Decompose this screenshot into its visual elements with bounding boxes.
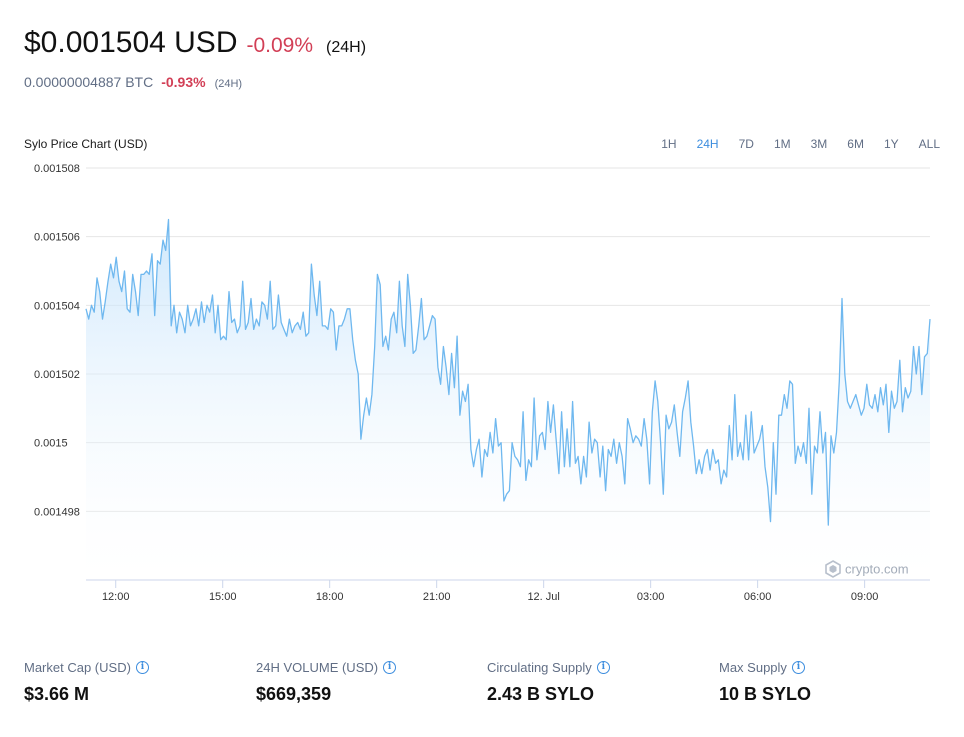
- price-area-fill: [86, 219, 930, 580]
- stat-label: Market Cap (USD): [24, 660, 131, 675]
- price-period: (24H): [326, 39, 367, 56]
- x-tick-label: 03:00: [637, 591, 665, 603]
- price-chart[interactable]: 0.001498 0.0015 0.001502 0.001504 0.001506 0.…: [0, 160, 964, 610]
- x-tick-label: 21:00: [423, 591, 451, 603]
- stat-value: $669,359: [256, 684, 332, 704]
- x-tick-label: 09:00: [851, 591, 879, 603]
- stat-label: Max Supply: [719, 660, 787, 675]
- y-tick-label: 0.001506: [34, 232, 80, 244]
- y-tick-label: 0.001498: [34, 506, 80, 518]
- chart-title: Sylo Price Chart (USD): [24, 137, 148, 151]
- price-btc: 0.00000004887 BTC: [24, 74, 154, 90]
- stat-value: 2.43 B SYLO: [487, 684, 595, 704]
- x-tick-label: 15:00: [209, 591, 237, 603]
- price-series-line: [85, 218, 931, 526]
- range-tab-24h[interactable]: 24H: [696, 137, 719, 151]
- range-tab-7d[interactable]: 7D: [738, 137, 754, 151]
- y-tick-label: 0.001504: [34, 300, 80, 312]
- range-tab-1m[interactable]: 1M: [773, 137, 791, 151]
- price-usd: $0.001504 USD: [24, 26, 238, 59]
- stat-24h-volume: 24H VOLUME (USD) i $669,359: [256, 660, 397, 705]
- stat-max-supply: Max Supply i 10 B SYLO: [719, 660, 811, 705]
- y-tick-label: 0.0015: [34, 438, 68, 450]
- info-circle-icon[interactable]: i: [596, 661, 610, 674]
- stat-label: Circulating Supply: [487, 660, 592, 675]
- btc-change-24h: -0.93%: [161, 74, 206, 90]
- info-circle-icon[interactable]: i: [135, 661, 149, 674]
- x-tick-label: 06:00: [744, 591, 772, 603]
- info-circle-icon[interactable]: i: [383, 661, 397, 674]
- x-tick-label: 12:00: [102, 591, 130, 603]
- stat-label: 24H VOLUME (USD): [256, 660, 379, 675]
- y-tick-label: 0.001502: [34, 369, 80, 381]
- range-tab-6m[interactable]: 6M: [847, 137, 864, 151]
- watermark-text: crypto.com: [845, 562, 909, 577]
- range-tab-1h[interactable]: 1H: [661, 137, 677, 151]
- info-circle-icon[interactable]: i: [791, 661, 805, 674]
- crypto-com-logo-icon: [825, 560, 841, 578]
- range-tab-all[interactable]: ALL: [918, 137, 940, 151]
- btc-row: 0.00000004887 BTC -0.93% (24H): [24, 74, 242, 90]
- x-tick-label: 12. Jul: [527, 591, 559, 603]
- y-axis-ticks: 0.001498 0.0015 0.001502 0.001504 0.001506 0.…: [34, 163, 80, 518]
- watermark: crypto.com: [825, 560, 909, 578]
- stat-value: 10 B SYLO: [719, 684, 812, 704]
- stat-value: $3.66 M: [24, 684, 90, 704]
- x-tick-label: 18:00: [316, 591, 344, 603]
- x-axis-ticks: 12:00 15:00 18:00 21:00 12. Jul 03:00 06:00 09:…: [102, 580, 878, 603]
- range-tabs: 1H 24H 7D 1M 3M 6M 1Y ALL: [641, 137, 940, 151]
- stat-market-cap: Market Cap (USD) i $3.66 M: [24, 660, 149, 705]
- range-tab-1y[interactable]: 1Y: [883, 137, 899, 151]
- price-change-24h: -0.09%: [246, 34, 314, 57]
- range-tab-3m[interactable]: 3M: [810, 137, 828, 151]
- btc-period: (24H): [214, 78, 243, 90]
- price-row: $0.001504 USD -0.09% (24H): [24, 26, 366, 60]
- y-tick-label: 0.001508: [34, 163, 80, 175]
- stat-circulating-supply: Circulating Supply i 2.43 B SYLO: [487, 660, 610, 705]
